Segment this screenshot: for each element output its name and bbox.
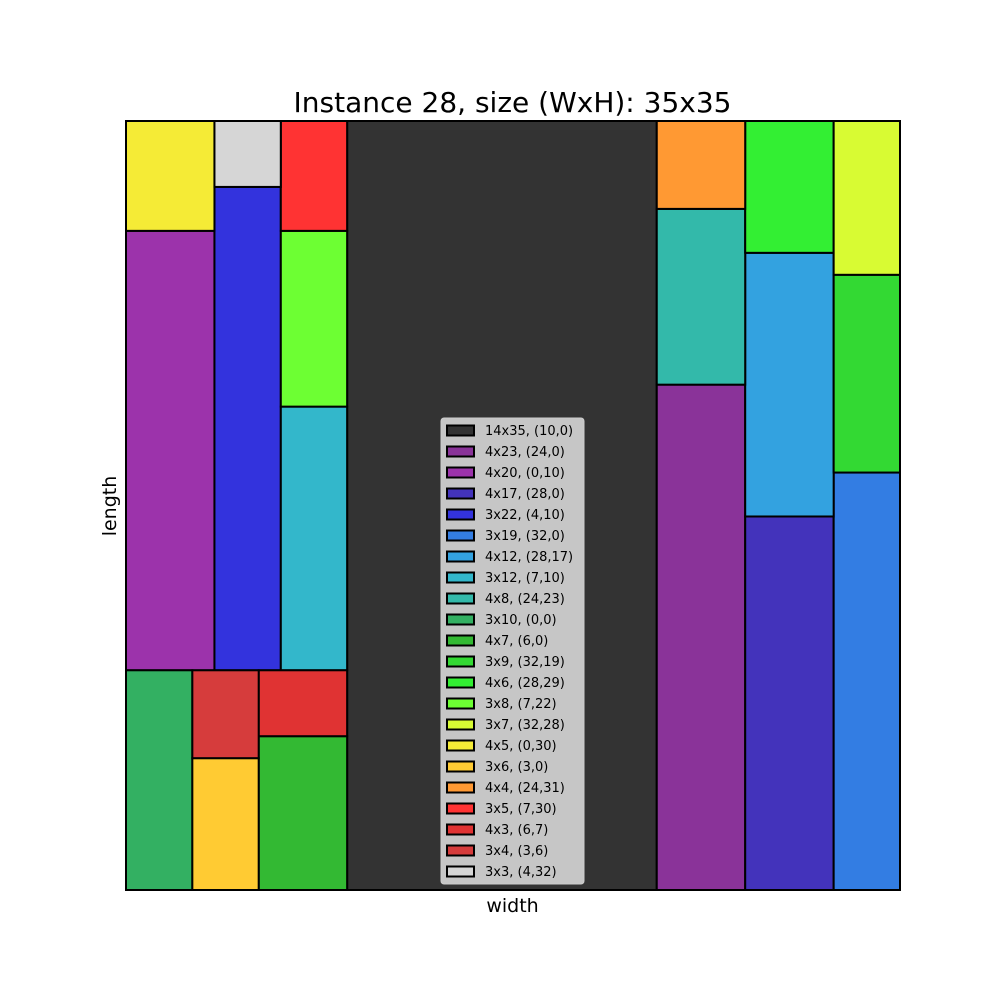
packed-rect	[257, 735, 349, 892]
legend-label: 4x7, (6,0)	[485, 634, 548, 649]
legend-label: 3x8, (7,22)	[485, 697, 557, 712]
legend-label: 3x10, (0,0)	[485, 613, 557, 628]
packed-rect	[832, 471, 902, 891]
legend-label: 4x23, (24,0)	[485, 445, 565, 460]
legend-swatch	[446, 592, 475, 605]
legend-swatch	[446, 508, 475, 521]
legend-label: 3x6, (3,0)	[485, 760, 548, 775]
packed-rect	[125, 229, 216, 672]
packed-rect	[191, 669, 260, 760]
chart-title: Instance 28, size (WxH): 35x35	[294, 86, 732, 119]
legend-swatch	[446, 676, 475, 689]
legend-swatch	[446, 781, 475, 794]
legend-label: 4x6, (28,29)	[485, 676, 565, 691]
packed-rect	[744, 515, 835, 891]
legend-box	[440, 417, 585, 885]
legend-swatch	[446, 697, 475, 710]
legend-swatch	[446, 655, 475, 668]
packed-rect	[832, 120, 902, 276]
packed-rect	[744, 251, 835, 518]
packed-rect	[279, 120, 349, 232]
packed-rect	[213, 120, 282, 188]
legend-swatch	[446, 718, 475, 731]
y-axis-label: length	[99, 476, 121, 537]
plot-area	[125, 120, 902, 892]
legend-label: 14x35, (10,0)	[485, 424, 573, 439]
packed-rect	[655, 383, 747, 891]
packed-rect	[257, 669, 349, 738]
plot-frame	[125, 120, 901, 891]
legend-swatch	[446, 613, 475, 626]
legend-label: 4x3, (6,7)	[485, 823, 548, 838]
legend-label: 4x12, (28,17)	[485, 550, 573, 565]
legend-label: 3x5, (7,30)	[485, 802, 557, 817]
packed-rect	[279, 405, 349, 672]
legend-label: 4x8, (24,23)	[485, 592, 565, 607]
legend-swatch	[446, 550, 475, 563]
legend-swatch	[446, 802, 475, 815]
legend-label: 4x20, (0,10)	[485, 466, 565, 481]
packed-rect	[125, 120, 216, 232]
legend-label: 3x22, (4,10)	[485, 508, 565, 523]
legend-swatch	[446, 823, 475, 836]
legend-swatch	[446, 424, 475, 437]
packed-rect	[655, 207, 747, 386]
legend-swatch	[446, 760, 475, 773]
legend-label: 4x4, (24,31)	[485, 781, 565, 796]
legend-label: 3x19, (32,0)	[485, 529, 565, 544]
packed-rect	[279, 229, 349, 408]
packed-rect	[191, 757, 260, 892]
packed-rect	[832, 273, 902, 474]
packed-rect	[655, 120, 747, 210]
legend-swatch	[446, 739, 475, 752]
legend-swatch	[446, 571, 475, 584]
legend-label: 3x4, (3,6)	[485, 844, 548, 859]
packed-rect	[125, 669, 194, 891]
legend-swatch	[446, 487, 475, 500]
x-axis-label: width	[486, 895, 538, 917]
legend-label: 4x5, (0,30)	[485, 739, 557, 754]
legend-swatch	[446, 865, 475, 878]
legend-swatch	[446, 466, 475, 479]
legend-label: 3x7, (32,28)	[485, 718, 565, 733]
packed-rect	[744, 120, 835, 254]
legend-label: 3x9, (32,19)	[485, 655, 565, 670]
legend-swatch	[446, 445, 475, 458]
legend-label: 3x3, (4,32)	[485, 865, 557, 880]
legend: 14x35, (10,0) 4x23, (24,0) 4x20, (0,10) 4x1…	[440, 417, 585, 885]
legend-swatch	[446, 634, 475, 647]
packed-rect	[213, 185, 282, 672]
legend-swatch	[446, 529, 475, 542]
legend-label: 4x17, (28,0)	[485, 487, 565, 502]
legend-label: 3x12, (7,10)	[485, 571, 565, 586]
legend-swatch	[446, 844, 475, 857]
